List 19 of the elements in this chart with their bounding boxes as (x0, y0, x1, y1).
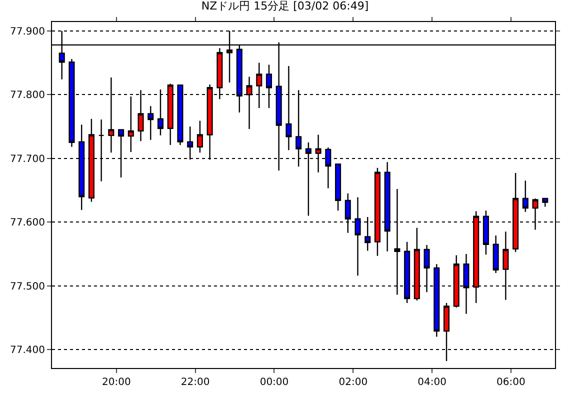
candlestick (148, 106, 154, 140)
chart-title: NZドル円 15分足 [03/02 06:49] (201, 0, 369, 13)
y-tick-label: 77.800 (10, 90, 45, 102)
candlestick (522, 180, 528, 212)
x-tick-label: 02:00 (338, 377, 368, 388)
y-tick-label: 77.400 (10, 345, 45, 356)
candlestick (335, 162, 342, 212)
x-tick-label: 22:00 (180, 377, 210, 388)
y-tick-label: 77.500 (10, 281, 45, 292)
x-tick-label: 04:00 (418, 377, 446, 388)
x-tick-label: 00:00 (260, 377, 289, 388)
candlestick (492, 234, 499, 274)
x-tick-label: 20:00 (102, 377, 131, 388)
y-tick-label: 77.700 (10, 154, 45, 165)
y-tick-label: 77.600 (10, 218, 45, 229)
candlestick (542, 198, 548, 208)
x-tick-label: 06:00 (496, 377, 526, 388)
y-tick-label: 77.900 (10, 26, 45, 38)
candlestick (196, 120, 203, 154)
